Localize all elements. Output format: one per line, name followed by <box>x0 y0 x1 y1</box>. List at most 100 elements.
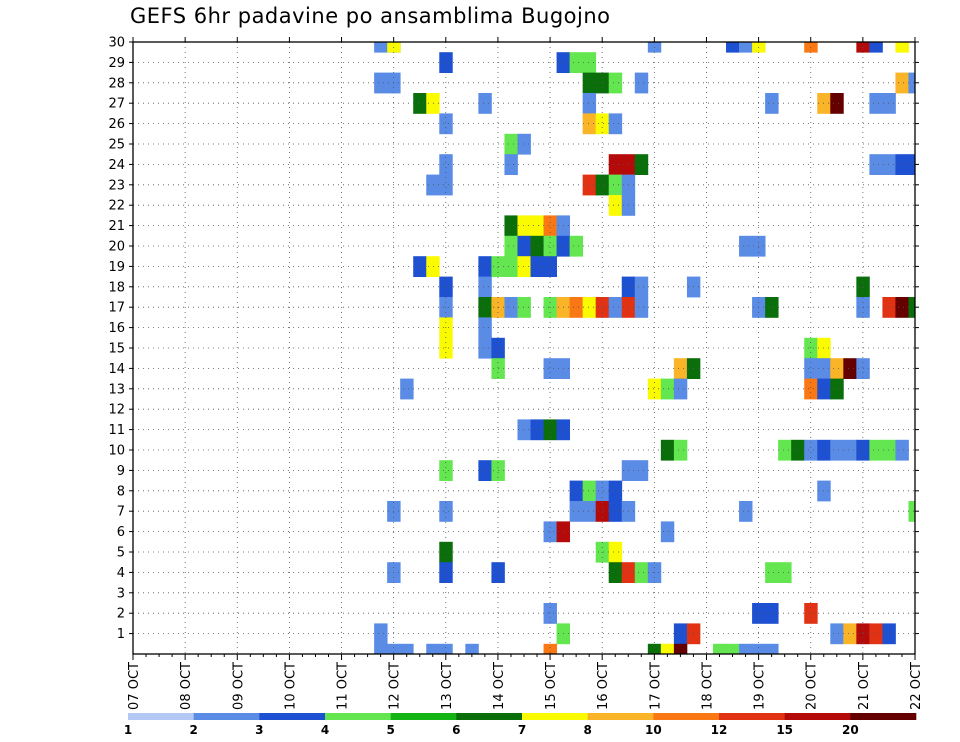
heatmap-cell <box>726 643 740 655</box>
colorbar: 1 2 3 4 5 6 7 8 10 12 15 20 <box>124 713 917 737</box>
heatmap-cell <box>530 419 544 441</box>
heatmap-cell <box>543 215 557 237</box>
y-tick-label: 25 <box>108 138 125 153</box>
heatmap-cell <box>569 297 584 318</box>
heatmap-cell <box>374 42 388 53</box>
heatmap-cell <box>400 643 414 655</box>
heatmap-cell <box>608 174 623 196</box>
heatmap-cell <box>712 643 727 655</box>
y-tick-label: 14 <box>108 362 125 377</box>
x-tick-label: 10 OCT <box>283 662 298 710</box>
heatmap-cell <box>634 562 649 583</box>
heatmap-cell <box>374 72 388 94</box>
heatmap-cell <box>569 52 584 73</box>
heatmap-cell <box>543 643 557 655</box>
heatmap-cell <box>582 174 597 196</box>
heatmap-cell <box>478 297 492 318</box>
heatmap-cell <box>608 113 623 135</box>
heatmap-cell <box>543 358 557 379</box>
heatmap-cell <box>778 562 792 583</box>
y-tick-label: 16 <box>108 321 125 336</box>
heatmap-cell <box>517 215 531 237</box>
heatmap-cell <box>608 297 623 318</box>
heatmap-cell <box>869 42 883 53</box>
x-tick-label: 13 OCT <box>440 662 455 710</box>
grid-layer <box>133 42 915 654</box>
y-tick-label: 7 <box>117 505 125 520</box>
heatmap-cell <box>843 358 857 379</box>
heatmap-cell <box>673 439 688 461</box>
heatmap-cell <box>752 643 766 655</box>
heatmap-cell <box>504 256 518 277</box>
heatmap-cell <box>895 72 909 94</box>
heatmap-cell <box>830 439 844 461</box>
heatmap-cell <box>765 562 779 583</box>
heatmap-cell <box>582 72 597 94</box>
x-tick-label: 12 OCT <box>388 662 403 710</box>
heatmap-cell <box>739 235 753 257</box>
colorbar-swatch <box>784 713 851 720</box>
heatmap-cell <box>517 235 531 257</box>
heatmap-cell <box>882 93 896 114</box>
heatmap-cell <box>830 623 844 645</box>
heatmap-cell <box>582 297 597 318</box>
heatmap-cell <box>530 235 544 257</box>
heatmap-cell <box>908 297 916 318</box>
colorbar-swatch <box>128 713 194 720</box>
x-tick-label: 20 OCT <box>805 662 820 710</box>
heatmap-cell <box>634 460 649 481</box>
heatmap-cell <box>843 439 857 461</box>
heatmap-cell <box>634 154 649 175</box>
heatmap-cell <box>426 256 440 277</box>
heatmap-cell <box>413 256 427 277</box>
heatmap-cell <box>869 93 883 114</box>
colorbar-label: 5 <box>386 723 394 737</box>
x-tick-label: 22 OCT <box>909 662 924 710</box>
heatmap-cell <box>543 235 557 257</box>
y-tick-label: 22 <box>108 199 125 214</box>
y-tick-label: 21 <box>108 219 125 234</box>
heatmap-cell <box>804 378 818 400</box>
cells-layer <box>374 42 916 655</box>
heatmap-cell <box>439 337 453 359</box>
heatmap-cell <box>504 154 518 175</box>
colorbar-swatch <box>193 713 260 720</box>
heatmap-cell <box>504 297 518 318</box>
heatmap-cell <box>608 195 623 216</box>
heatmap-cell <box>908 72 916 94</box>
y-tick-label: 24 <box>108 158 125 173</box>
x-tick-label: 11 OCT <box>336 662 351 710</box>
heatmap-cell <box>908 154 916 175</box>
heatmap-cell <box>517 256 531 277</box>
heatmap-cell <box>426 93 440 114</box>
heatmap-cell <box>765 643 779 655</box>
heatmap-cell <box>478 337 492 359</box>
colorbar-label: 3 <box>255 723 263 737</box>
heatmap-cell <box>778 439 792 461</box>
y-tick-label: 8 <box>117 484 125 499</box>
heatmap-cell <box>673 623 688 645</box>
colorbar-swatch <box>325 713 391 720</box>
x-tick-label: 07 OCT <box>127 662 142 710</box>
colorbar-label: 4 <box>321 723 329 737</box>
y-tick-label: 9 <box>117 464 125 479</box>
y-tick-label: 11 <box>108 423 125 438</box>
heatmap-cell <box>634 297 649 318</box>
heatmap-cell <box>582 501 597 522</box>
heatmap-cell <box>517 297 531 318</box>
heatmap-cell <box>882 439 896 461</box>
heatmap-cell <box>660 378 675 400</box>
heatmap-cell <box>504 235 518 257</box>
heatmap-cell <box>869 623 883 645</box>
heatmap-cell <box>869 154 883 175</box>
heatmap-cell <box>582 93 597 114</box>
heatmap-cell <box>660 521 675 543</box>
colorbar-label: 20 <box>842 723 859 737</box>
x-tick-label: 09 OCT <box>231 662 246 710</box>
heatmap-cell <box>569 480 584 502</box>
heatmap-cell <box>908 501 916 522</box>
heatmap-cell <box>608 562 623 583</box>
y-tick-label: 18 <box>108 280 125 295</box>
heatmap-cell <box>843 623 857 645</box>
x-tick-label: 14 OCT <box>492 662 507 710</box>
